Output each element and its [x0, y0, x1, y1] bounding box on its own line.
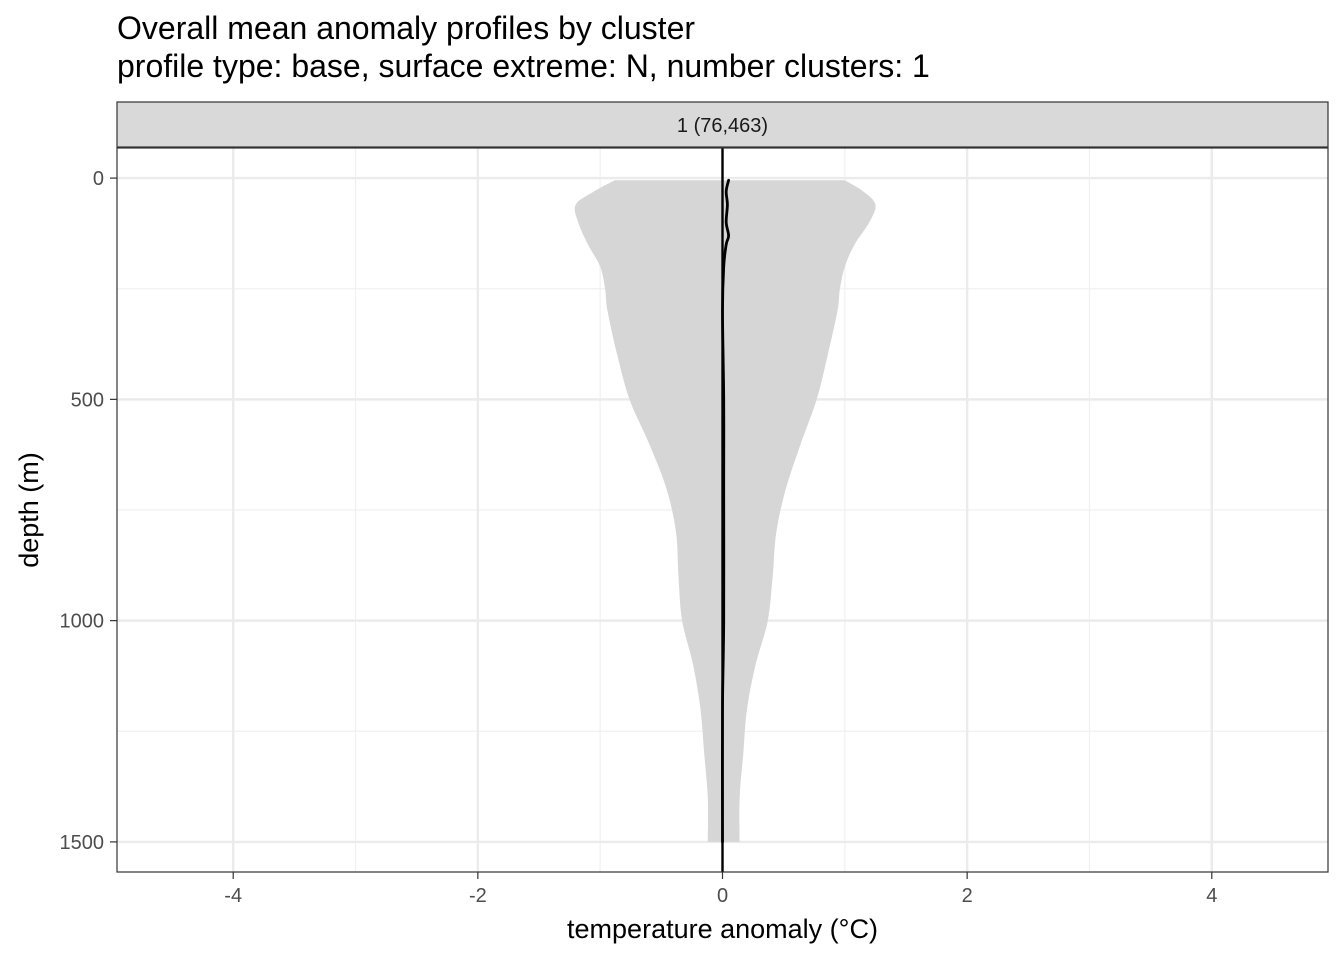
chart-title: Overall mean anomaly profiles by cluster	[117, 10, 696, 46]
x-tick-label: 4	[1206, 885, 1217, 907]
x-tick-label: -2	[469, 885, 487, 907]
ribbon-area	[574, 180, 876, 842]
y-tick-label: 500	[71, 389, 104, 411]
mean-profile-line	[721, 178, 730, 844]
x-tick-label: -4	[224, 885, 242, 907]
facet-strip	[116, 101, 1329, 148]
y-axis-title: depth (m)	[14, 452, 44, 568]
y-tick-label: 0	[93, 168, 104, 190]
chart-subtitle: profile type: base, surface extreme: N, …	[117, 48, 930, 84]
y-axis: 0 500 1000 1500	[60, 168, 117, 854]
y-tick-label: 1500	[60, 832, 105, 854]
y-tick-label: 1000	[60, 611, 105, 633]
x-axis: -4 -2 0 2 4	[224, 872, 1217, 907]
x-axis-title: temperature anomaly (°C)	[567, 914, 878, 944]
x-tick-label: 0	[717, 885, 728, 907]
facet-strip-label: 1 (76,463)	[677, 115, 768, 137]
x-tick-label: 2	[962, 885, 973, 907]
